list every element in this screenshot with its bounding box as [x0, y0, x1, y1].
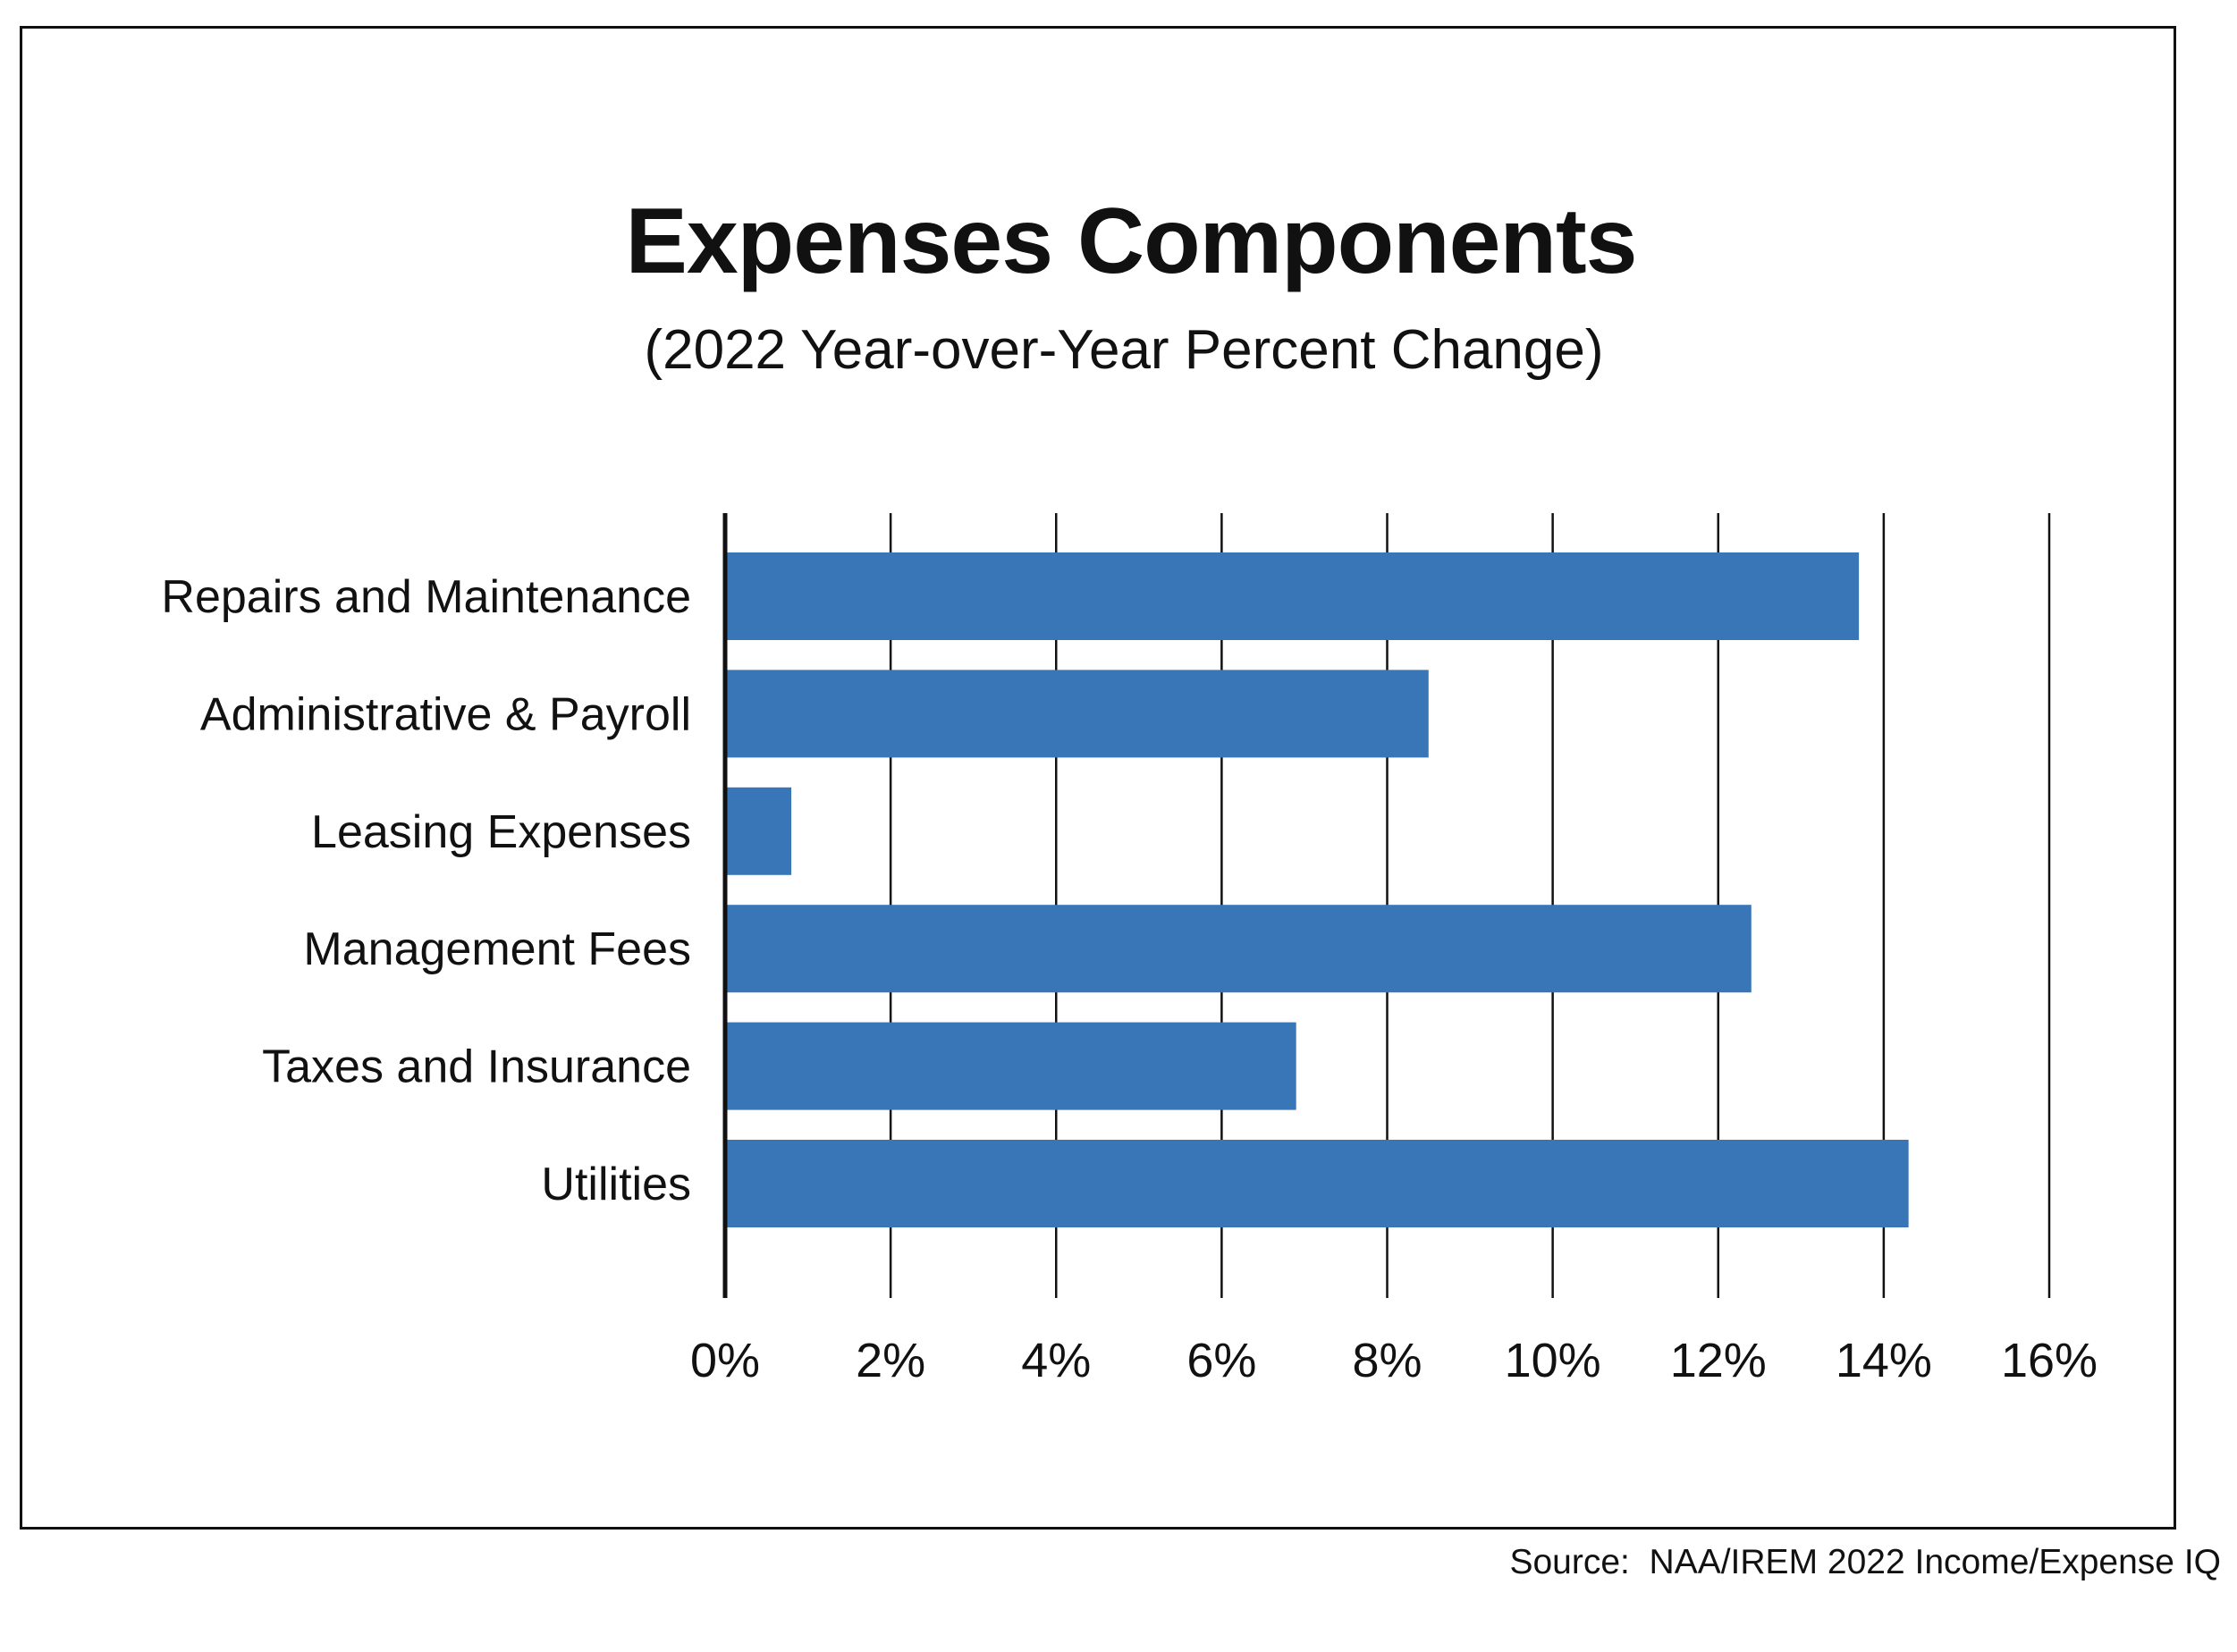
- category-label-3: Management Fees: [303, 923, 691, 975]
- category-label-4: Taxes and Insurance: [262, 1041, 691, 1093]
- chart-subtitle: (2022 Year-over-Year Percent Change): [644, 319, 1604, 381]
- bar-4: [725, 1022, 1296, 1110]
- chart-frame: [20, 26, 2176, 1530]
- bar-2: [725, 787, 792, 875]
- category-labels: Repairs and Maintenance Administrative & …: [161, 571, 691, 1210]
- chart-title: Expenses Components: [625, 190, 1637, 293]
- x-tick-label-12: 12%: [1670, 1334, 1767, 1387]
- bar-3: [725, 905, 1752, 993]
- bar-0: [725, 552, 1860, 640]
- bar-1: [725, 670, 1429, 758]
- source-note: Source: NAA/IREM 2022 Income/Expense IQ: [1509, 1543, 2221, 1581]
- x-tick-labels: 0% 2% 4% 6% 8% 10% 12% 14% 16%: [690, 1334, 2098, 1387]
- x-tick-label-10: 10%: [1505, 1334, 1601, 1387]
- category-label-5: Utilities: [541, 1159, 691, 1210]
- bars: [725, 552, 1909, 1227]
- category-label-1: Administrative & Payroll: [200, 688, 691, 740]
- category-label-2: Leasing Expenses: [311, 806, 691, 858]
- x-tick-label-16: 16%: [2001, 1334, 2098, 1387]
- x-tick-label-14: 14%: [1836, 1334, 1932, 1387]
- x-tick-label-8: 8%: [1352, 1334, 1422, 1387]
- category-label-0: Repairs and Maintenance: [161, 571, 691, 623]
- x-tick-label-2: 2%: [856, 1334, 925, 1387]
- x-tick-label-0: 0%: [690, 1334, 760, 1387]
- bar-5: [725, 1140, 1909, 1227]
- x-tick-label-6: 6%: [1186, 1334, 1256, 1387]
- x-tick-label-4: 4%: [1021, 1334, 1091, 1387]
